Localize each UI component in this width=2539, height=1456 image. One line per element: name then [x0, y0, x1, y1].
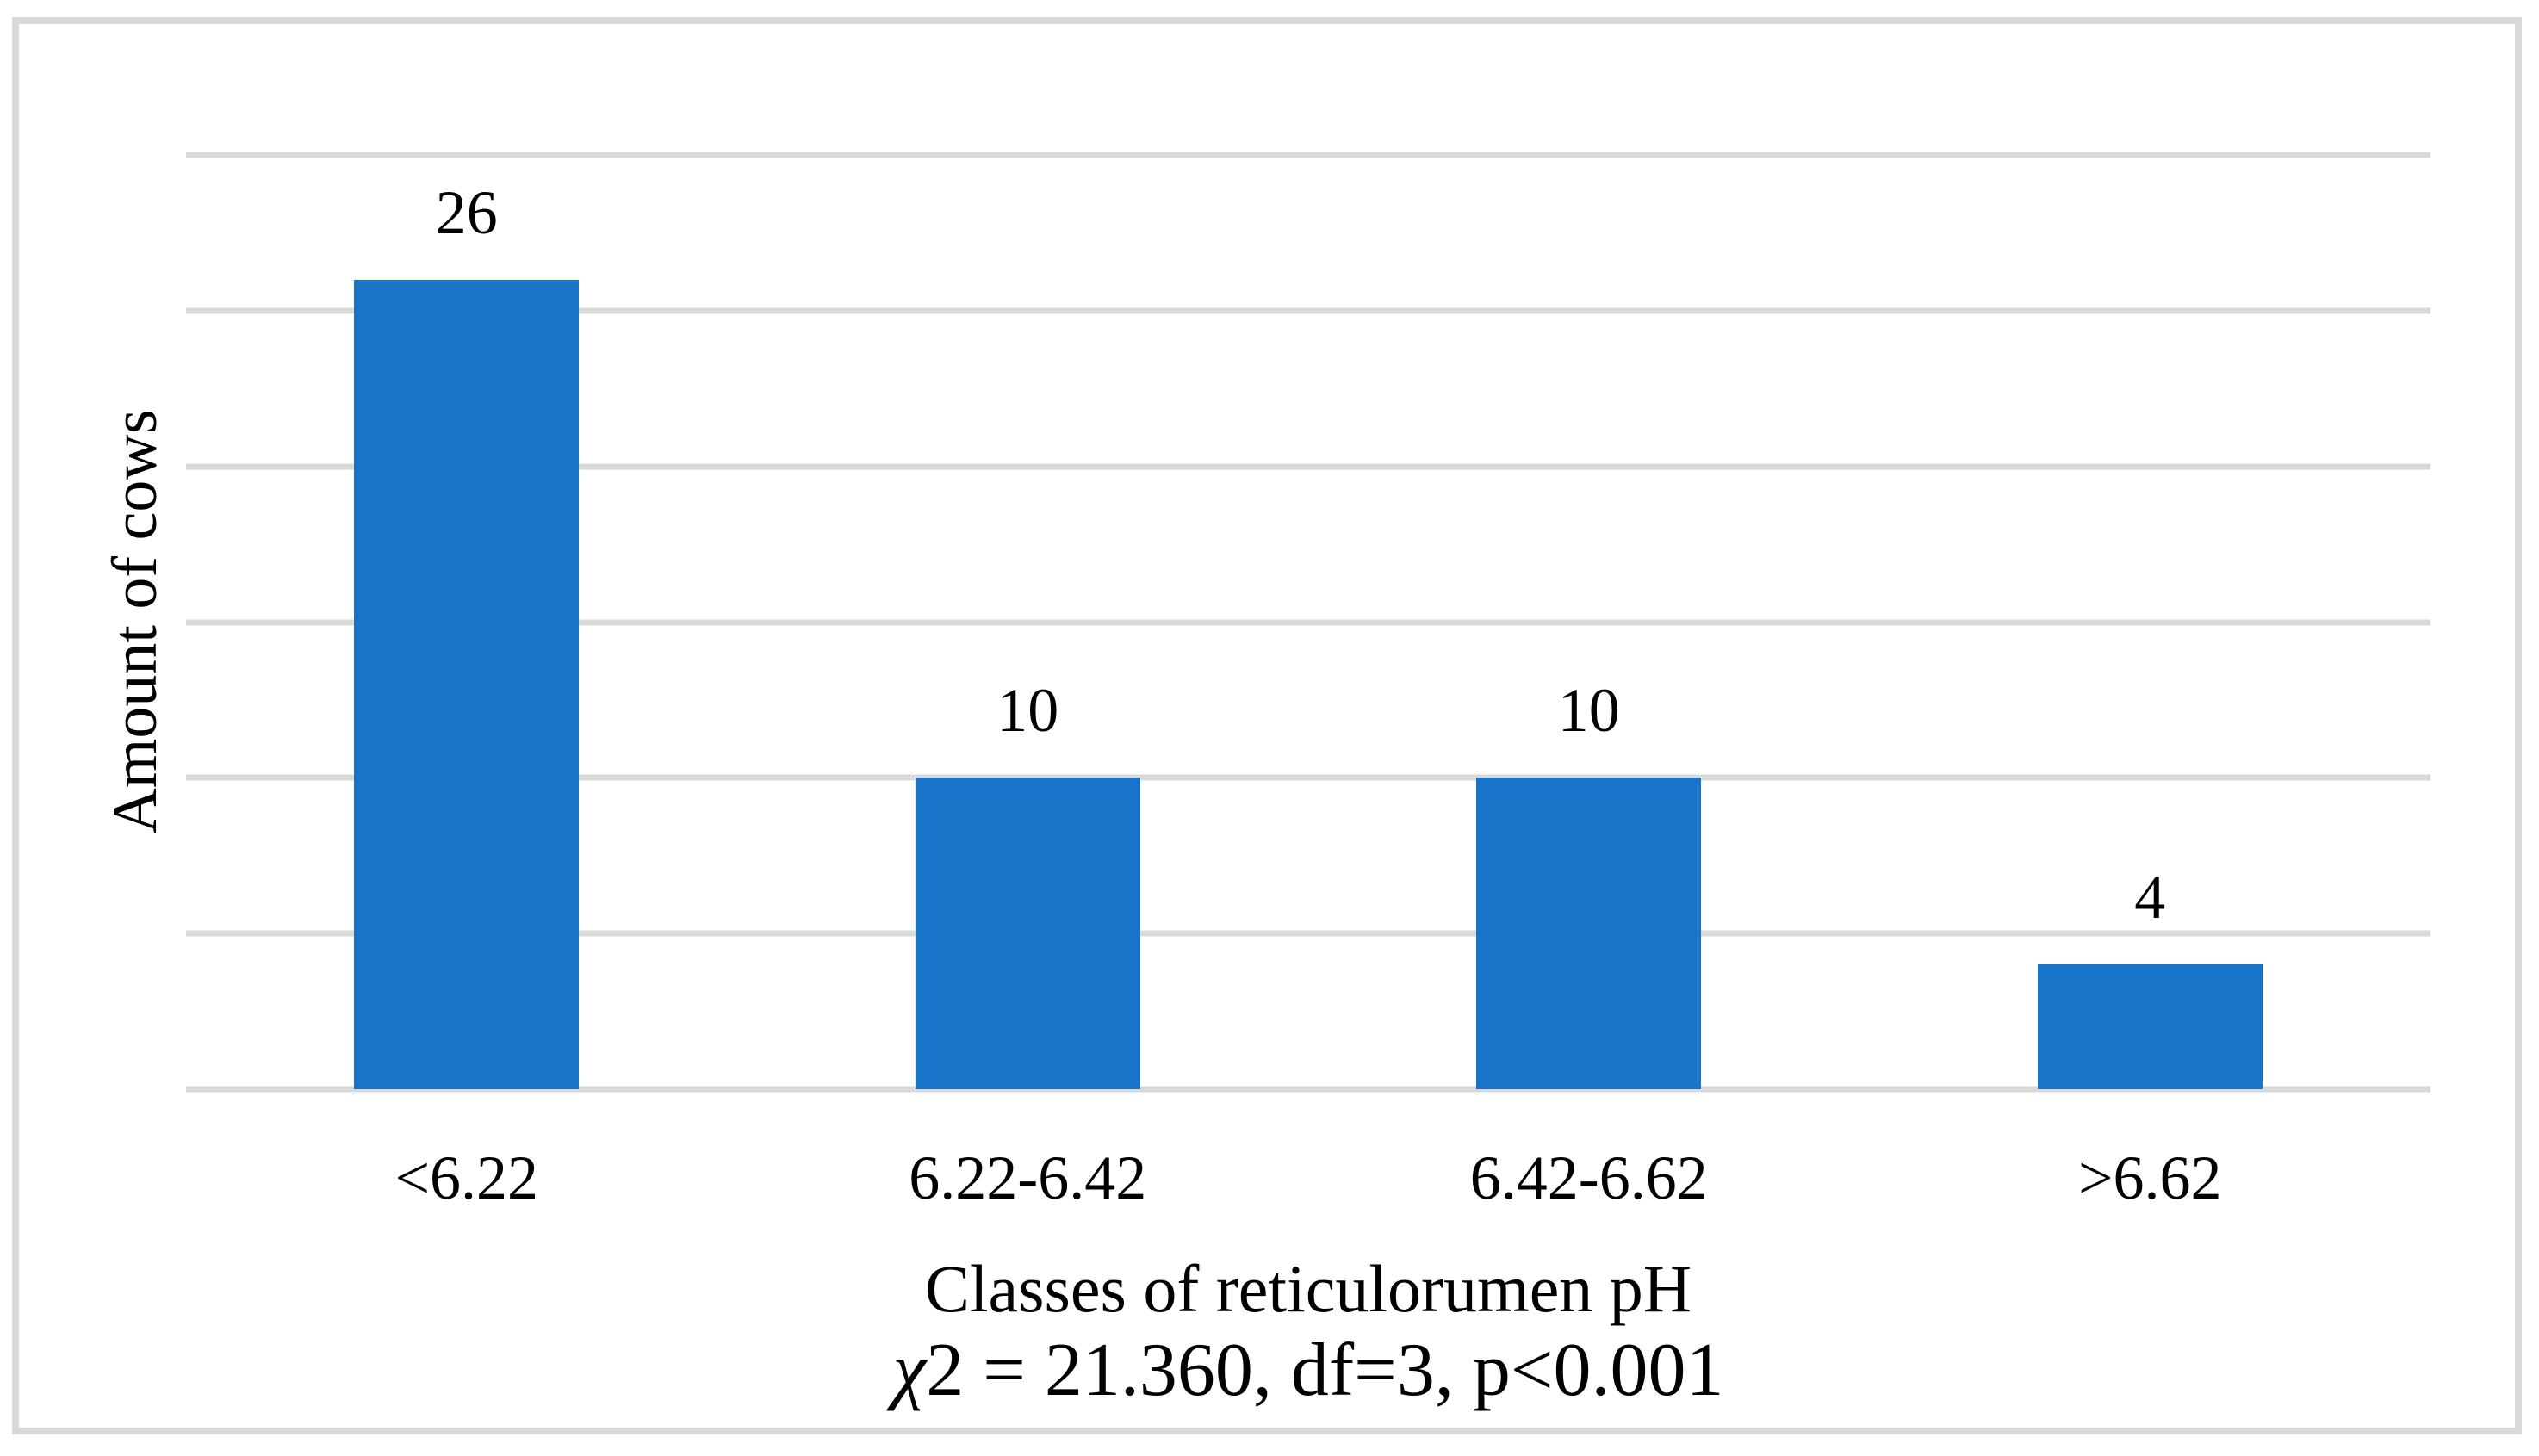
gridline — [186, 930, 2430, 937]
x-axis-category-label: >6.62 — [2077, 1143, 2222, 1212]
chi-symbol: χ — [892, 1329, 927, 1412]
gridlines — [186, 152, 2430, 1093]
bar-slot: 10 — [1308, 155, 1870, 1089]
figure-frame — [12, 17, 2522, 1434]
bar-slot: 26 — [186, 155, 748, 1089]
bar-1 — [354, 279, 580, 1089]
bar-value-label: 26 — [435, 177, 498, 247]
gridline — [186, 463, 2430, 470]
bar-4 — [2037, 964, 2263, 1089]
stats-text: 2 = 21.360, df=3, p<0.001 — [926, 1329, 1724, 1412]
gridline — [186, 307, 2430, 314]
bar-value-label: 10 — [996, 676, 1059, 746]
gridline — [186, 774, 2430, 781]
x-axis-title: Classes of reticulorumen pH — [924, 1251, 1692, 1326]
bar-2 — [915, 778, 1140, 1089]
bar-value-label: 4 — [2134, 863, 2166, 932]
bar-3 — [1476, 778, 1702, 1089]
gridline — [186, 1086, 2430, 1093]
stats-annotation: χ2 = 21.360, df=3, p<0.001 — [186, 1333, 2430, 1409]
gridline — [186, 619, 2430, 625]
bar-slot: 10 — [748, 155, 1309, 1089]
plot-area: 26 10 10 4 — [186, 152, 2430, 1093]
x-axis-category-label: <6.22 — [394, 1143, 539, 1212]
bar-value-label: 10 — [1557, 676, 1620, 746]
x-axis-labels: <6.22 6.22-6.42 6.42-6.62 >6.62 — [186, 1147, 2430, 1209]
x-axis-category-label: 6.42-6.62 — [1469, 1143, 1708, 1212]
bars-row: 26 10 10 4 — [186, 155, 2430, 1089]
gridline — [186, 152, 2430, 158]
y-axis-title: Amount of cows — [100, 409, 171, 834]
bar-slot: 4 — [1870, 155, 2431, 1089]
x-axis-category-label: 6.22-6.42 — [909, 1143, 1147, 1212]
